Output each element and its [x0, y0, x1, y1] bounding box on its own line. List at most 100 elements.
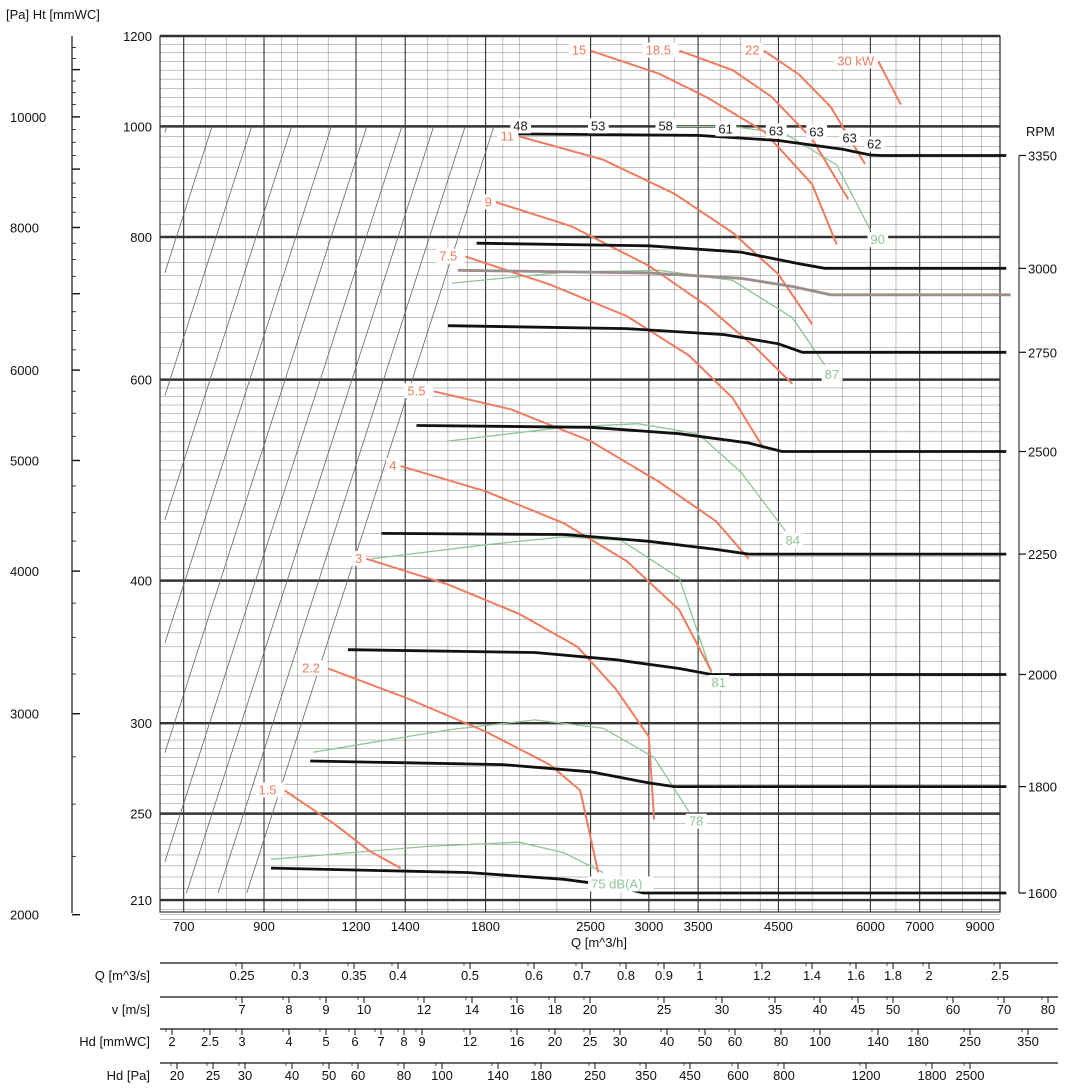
noise-curve — [447, 423, 787, 532]
noise-label-bg — [821, 366, 843, 382]
system-line — [164, 126, 253, 396]
power-label: 15 — [572, 43, 586, 58]
bottom-scale-tick-label: 0.7 — [573, 968, 591, 983]
bottom-scale-tick-label: 40 — [285, 1068, 299, 1083]
noise-label-bg — [685, 813, 707, 829]
bottom-scale-tick-label: 140 — [487, 1068, 509, 1083]
power-curves — [284, 49, 902, 873]
bottom-scale-tick-label: 1 — [696, 968, 703, 983]
bottom-scale-tick-label: 2500 — [956, 1068, 985, 1083]
right-axis-title: RPM — [1026, 124, 1055, 139]
bottom-scale-tick-label: 10 — [357, 1002, 371, 1017]
q-tick-label: 3000 — [634, 919, 663, 934]
noise-point-label-bg — [765, 123, 787, 139]
system-line — [164, 126, 168, 133]
bottom-scale-tick-label: 30 — [613, 1034, 627, 1049]
bottom-scale-tick-label: 50 — [322, 1068, 336, 1083]
q-tick-label: 4500 — [764, 919, 793, 934]
bottom-scale-tick-label: 7 — [377, 1034, 384, 1049]
power-label-bg — [568, 42, 590, 58]
rpm-curve-2000 — [347, 648, 1007, 676]
x-axis-title: Q [m^3/h] — [571, 935, 627, 950]
bottom-scale-tick-label: 800 — [773, 1068, 795, 1083]
bottom-scale-tick-label: 30 — [715, 1002, 729, 1017]
bottom-scale-tick-label: 12 — [463, 1034, 477, 1049]
mmwc-tick-label: 210 — [130, 893, 152, 908]
noise-point-label: 62 — [867, 137, 881, 152]
rpm-tick-label: 1800 — [1028, 780, 1057, 795]
noise-point-label: 53 — [591, 118, 605, 133]
grid — [159, 34, 1001, 920]
power-label: 2.2 — [302, 661, 320, 676]
q-tick-label: 9000 — [966, 919, 995, 934]
bottom-scale-tick-label: 4 — [285, 1034, 292, 1049]
noise-point-label: 58 — [658, 118, 672, 133]
power-label-bg — [436, 248, 465, 264]
system-line — [164, 126, 403, 862]
noise-label: 78 — [689, 814, 703, 829]
mmwc-tick-label: 400 — [130, 574, 152, 589]
power-label: 4 — [389, 458, 396, 473]
q-tick-label: 3500 — [684, 919, 713, 934]
power-label: 18.5 — [646, 43, 671, 58]
mmwc-tick-label: 250 — [130, 807, 152, 822]
bottom-scale-tick-label: 350 — [1017, 1034, 1039, 1049]
bottom-scale-tick-label: 20 — [548, 1034, 562, 1049]
noise-point-label: 63 — [769, 123, 783, 138]
mmwc-tick-label: 600 — [130, 373, 152, 388]
bottom-scale-tick-label: 14 — [465, 1002, 479, 1017]
noise-label-bg — [708, 674, 730, 690]
pa-tick-label: 10000 — [10, 110, 46, 125]
noise-point-label-bg — [587, 118, 609, 134]
system-line — [186, 126, 434, 894]
bottom-scale-tick-label: 600 — [727, 1068, 749, 1083]
power-curve — [495, 201, 794, 385]
bottom-scale-tick-label: 7 — [238, 1002, 245, 1017]
power-label-bg — [481, 194, 496, 210]
power-label: 22 — [745, 43, 759, 58]
bottom-scale-tick-label: 1.8 — [884, 968, 902, 983]
power-label-bg — [255, 782, 284, 798]
rpm-tick-label: 2750 — [1028, 345, 1057, 360]
noise-label: 81 — [712, 675, 726, 690]
bottom-scale-tick-label: 100 — [431, 1068, 453, 1083]
noise-point-label-bg — [806, 124, 828, 140]
bottom-scale-tick-label: 50 — [698, 1034, 712, 1049]
rpm-curve-1800 — [310, 759, 1007, 788]
bottom-scale-tick-label: 2.5 — [201, 1034, 219, 1049]
power-label: 30 kW — [837, 53, 875, 68]
bottom-scale-tick-label: 2 — [925, 968, 932, 983]
rpm-tick-label: 3350 — [1028, 148, 1057, 163]
bottom-scale-tick-label: 1.2 — [753, 968, 771, 983]
bottom-scale-tick-label: 8 — [400, 1034, 407, 1049]
system-line — [164, 126, 332, 644]
power-curve — [590, 49, 838, 245]
bottom-scale-tick-label: 180 — [530, 1068, 552, 1083]
bottom-scale-tick-label: 0.9 — [655, 968, 673, 983]
power-curve — [433, 390, 750, 560]
bottom-scale-tick-label: 140 — [867, 1034, 889, 1049]
bottom-scale-tick-label: 1800 — [918, 1068, 947, 1083]
q-tick-label: 900 — [253, 919, 275, 934]
bottom-scale-tick-label: 0.6 — [525, 968, 543, 983]
bottom-scale-tick-label: 35 — [768, 1002, 782, 1017]
bottom-scale-title: Hd [Pa] — [107, 1068, 150, 1083]
reference-curve — [457, 268, 1011, 297]
noise-curve — [270, 841, 604, 874]
noise-label: 84 — [785, 533, 799, 548]
bottom-scale-tick-label: 20 — [170, 1068, 184, 1083]
system-line — [164, 126, 213, 273]
pa-tick-label: 4000 — [10, 564, 39, 579]
bottom-scale-tick-label: 2.5 — [991, 968, 1009, 983]
power-label-bg — [834, 53, 878, 69]
rpm-curve-2250 — [381, 532, 1007, 556]
rpm-curve-2500 — [416, 424, 1007, 453]
power-label: 1.5 — [258, 782, 276, 797]
bottom-scale-title: Hd [mmWC] — [79, 1034, 150, 1049]
power-label-bg — [642, 42, 679, 58]
noise-point-label: 48 — [513, 118, 527, 133]
system-line — [246, 126, 495, 894]
system-line — [164, 126, 293, 520]
bottom-scale-tick-label: 0.8 — [617, 968, 635, 983]
